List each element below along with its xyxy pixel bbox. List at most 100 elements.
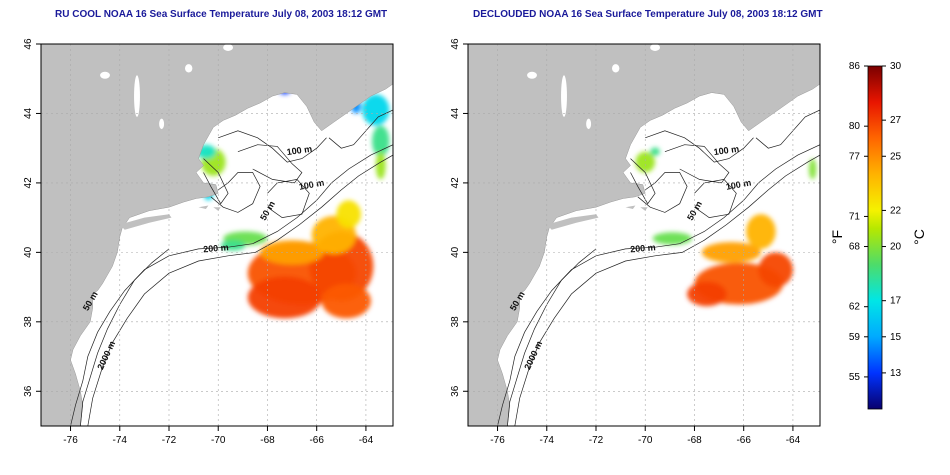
celsius-tick-label: 27 bbox=[890, 115, 902, 126]
latitude-tick-label: 46 bbox=[450, 38, 461, 50]
contour-label: 100 m bbox=[725, 178, 752, 192]
sst-patch bbox=[746, 214, 776, 249]
bathymetry-contour bbox=[210, 172, 261, 213]
latitude-tick-label: 42 bbox=[23, 177, 34, 189]
sst-patch bbox=[650, 147, 660, 156]
colorbar-gradient bbox=[867, 65, 883, 410]
plot-frame bbox=[40, 43, 394, 427]
celsius-unit-label: °C bbox=[911, 229, 927, 245]
plot-frame bbox=[467, 43, 821, 427]
contour-label: 100 m bbox=[713, 144, 740, 157]
latitude-tick-label: 36 bbox=[450, 385, 461, 397]
sst-patch bbox=[687, 281, 727, 307]
longitude-tick-label: -68 bbox=[260, 435, 275, 446]
longitude-tick-label: -64 bbox=[359, 435, 374, 446]
longitude-tick-label: -76 bbox=[63, 435, 78, 446]
longitude-tick-label: -76 bbox=[490, 435, 505, 446]
land-mass bbox=[468, 44, 820, 426]
contour-label: 200 m bbox=[203, 242, 229, 254]
lake bbox=[612, 64, 620, 73]
latitude-tick-label: 36 bbox=[23, 385, 34, 397]
island bbox=[198, 205, 209, 209]
sst-patch bbox=[652, 232, 692, 245]
sst-patch bbox=[220, 240, 246, 251]
celsius-tick-label: 17 bbox=[890, 296, 902, 307]
lake bbox=[185, 64, 193, 73]
sst-patch bbox=[701, 241, 761, 263]
fahrenheit-tick-label: 77 bbox=[849, 151, 861, 162]
bathymetry-contour bbox=[237, 144, 303, 184]
latitude-tick-label: 40 bbox=[23, 246, 34, 258]
lake bbox=[134, 75, 140, 117]
lake bbox=[650, 44, 660, 51]
bathymetry-contour bbox=[507, 248, 597, 426]
lake bbox=[223, 44, 233, 51]
bathymetry-contour bbox=[218, 130, 327, 163]
panel-title-left: RU COOL NOAA 16 Sea Surface Temperature … bbox=[55, 9, 388, 20]
longitude-tick-label: -68 bbox=[687, 435, 702, 446]
celsius-tick-label: 25 bbox=[890, 151, 902, 162]
longitude-tick-label: -66 bbox=[309, 435, 324, 446]
bathymetry-contour bbox=[87, 154, 393, 426]
bathymetry-contour bbox=[664, 144, 730, 184]
bathymetry-contour bbox=[514, 154, 820, 426]
land-mass bbox=[41, 44, 393, 426]
celsius-tick-label: 20 bbox=[890, 242, 902, 253]
longitude-tick-label: -70 bbox=[638, 435, 653, 446]
longitude-tick-label: -74 bbox=[540, 435, 555, 446]
contour-label: 100 m bbox=[286, 144, 313, 157]
fahrenheit-tick-label: 62 bbox=[849, 302, 861, 313]
island bbox=[640, 207, 648, 211]
contour-label: 200 m bbox=[630, 242, 656, 254]
lake bbox=[527, 71, 537, 79]
longitude-tick-label: -70 bbox=[211, 435, 226, 446]
sst-patch bbox=[635, 151, 656, 173]
lake bbox=[100, 71, 110, 79]
island bbox=[625, 205, 636, 209]
celsius-tick-label: 13 bbox=[890, 368, 902, 379]
contour-label: 100 m bbox=[298, 178, 325, 192]
longitude-tick-label: -66 bbox=[736, 435, 751, 446]
fahrenheit-tick-label: 68 bbox=[849, 242, 861, 253]
bathymetry-contour bbox=[203, 158, 229, 205]
fahrenheit-tick-label: 71 bbox=[849, 211, 861, 222]
latitude-tick-label: 42 bbox=[450, 177, 461, 189]
bathymetry-contour bbox=[630, 158, 656, 205]
longitude-tick-label: -64 bbox=[786, 435, 801, 446]
fahrenheit-tick-label: 55 bbox=[849, 372, 861, 383]
sst-patch bbox=[375, 151, 386, 180]
bathymetry-contour bbox=[328, 109, 393, 149]
sst-patch bbox=[247, 276, 322, 319]
sst-patch bbox=[336, 200, 362, 229]
bathymetry-contour bbox=[80, 248, 170, 426]
celsius-tick-label: 22 bbox=[890, 205, 902, 216]
fahrenheit-tick-label: 59 bbox=[849, 332, 861, 343]
sst-patch bbox=[758, 252, 793, 288]
sst-patch bbox=[372, 125, 390, 157]
fahrenheit-tick-label: 80 bbox=[849, 121, 861, 132]
celsius-tick-label: 30 bbox=[890, 61, 902, 72]
panel-title-right: DECLOUDED NOAA 16 Sea Surface Temperatur… bbox=[473, 9, 823, 20]
fahrenheit-unit-label: °F bbox=[830, 230, 845, 244]
temperature-colorbar: 86 80 77 71 68 62 59 55 30 27 25 22 20 17 15 13 °F °C bbox=[830, 61, 927, 410]
longitude-tick-label: -74 bbox=[113, 435, 128, 446]
lake bbox=[561, 75, 567, 117]
lake bbox=[586, 118, 592, 130]
latitude-tick-label: 44 bbox=[450, 107, 461, 119]
sst-patch bbox=[362, 94, 390, 126]
fahrenheit-tick-label: 86 bbox=[849, 61, 861, 72]
longitude-tick-label: -72 bbox=[589, 435, 604, 446]
bathymetry-contour bbox=[755, 109, 820, 149]
sst-patch bbox=[808, 158, 817, 180]
latitude-tick-label: 40 bbox=[450, 246, 461, 258]
bathymetry-contour bbox=[637, 172, 688, 213]
latitude-tick-label: 44 bbox=[23, 107, 34, 119]
latitude-tick-label: 38 bbox=[450, 316, 461, 328]
celsius-tick-label: 15 bbox=[890, 332, 902, 343]
island bbox=[119, 214, 172, 230]
longitude-tick-label: -72 bbox=[162, 435, 177, 446]
bathymetry-contour bbox=[645, 130, 754, 163]
sst-patch bbox=[321, 283, 371, 319]
